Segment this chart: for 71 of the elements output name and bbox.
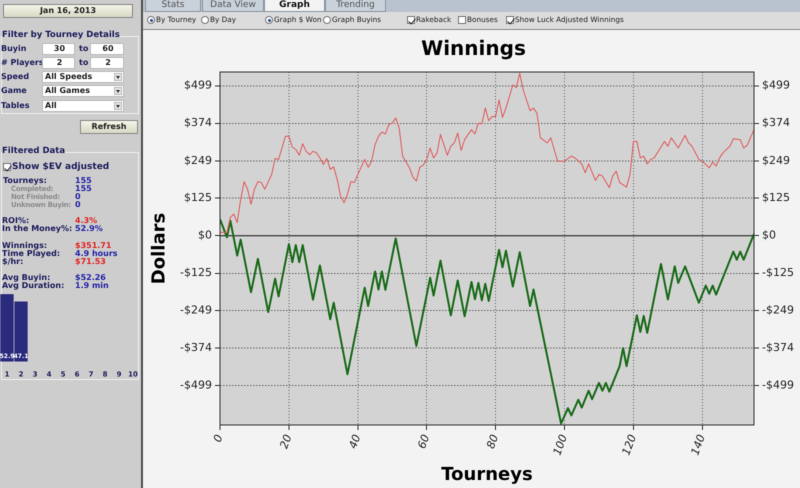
text: Avg Buyin: bbox=[2, 272, 50, 282]
x-tick-label: 20 bbox=[277, 432, 294, 450]
text: 155 bbox=[75, 175, 92, 185]
dropdown: All Games bbox=[42, 85, 124, 98]
tab: Data View bbox=[202, 0, 264, 12]
tab: Graph bbox=[264, 0, 325, 12]
x-tick-label: 80 bbox=[484, 432, 502, 450]
y-tick-label: $499 bbox=[184, 78, 212, 92]
text: $52.26 bbox=[75, 272, 106, 282]
text: 4.9 hours bbox=[75, 248, 118, 258]
text: Show $EV adjusted bbox=[12, 161, 110, 174]
y-tick-label: $249 bbox=[184, 154, 212, 167]
x-axis-title: Tourneys bbox=[441, 464, 533, 485]
y-tick-label: -$125 bbox=[180, 266, 212, 280]
text: 4.3% bbox=[75, 215, 98, 225]
y-tick-label: $125 bbox=[184, 191, 212, 204]
text: 155 bbox=[75, 184, 92, 193]
text: ROI%: bbox=[2, 215, 30, 225]
text: Avg Duration: bbox=[2, 281, 64, 292]
y2-tick-label: $125 bbox=[762, 191, 790, 204]
x-tick-label: 40 bbox=[346, 432, 364, 450]
text: $/hr: bbox=[2, 256, 24, 268]
text: Tables bbox=[1, 100, 30, 112]
text: to bbox=[79, 43, 88, 56]
y2-tick-label: -$499 bbox=[762, 378, 794, 392]
text-field: 30 bbox=[42, 43, 75, 56]
y2-tick-label: $249 bbox=[762, 154, 790, 167]
text-field: 2 bbox=[90, 57, 124, 70]
text: Filtered Data bbox=[2, 145, 66, 158]
tab: Trending bbox=[325, 0, 386, 12]
y-tick-label: -$249 bbox=[180, 303, 212, 316]
chart-title: Winnings bbox=[421, 36, 526, 60]
y2-tick-label: -$249 bbox=[762, 303, 794, 316]
y-tick-label: -$499 bbox=[180, 378, 212, 392]
y2-tick-label: -$125 bbox=[762, 266, 794, 280]
text: Tourneys: bbox=[3, 175, 47, 186]
y2-tick-label: -$374 bbox=[762, 340, 794, 354]
text: Game bbox=[1, 85, 27, 98]
text-field: 2 bbox=[42, 57, 75, 70]
y2-tick-label: $374 bbox=[762, 116, 790, 130]
x-tick-label: 0 bbox=[210, 432, 226, 444]
text: 52.9% bbox=[75, 224, 103, 236]
text: 0 bbox=[75, 192, 81, 201]
text: Filter by Tourney Details bbox=[2, 29, 120, 41]
text: to bbox=[79, 57, 88, 70]
y-tick-label: -$374 bbox=[180, 340, 212, 354]
text: Speed bbox=[1, 71, 30, 84]
dropdown: All bbox=[42, 100, 124, 112]
text: # Players bbox=[1, 57, 44, 70]
text: 0 bbox=[75, 200, 81, 211]
text: 1.9 min bbox=[75, 281, 109, 292]
x-tick-label: 100 bbox=[550, 432, 570, 457]
text: Buyin bbox=[1, 43, 26, 56]
text: In the Money%: bbox=[2, 224, 72, 236]
text-field: 60 bbox=[90, 43, 124, 56]
text: $71.53 bbox=[75, 256, 106, 268]
button: Refresh bbox=[80, 120, 138, 134]
text: Winnings: bbox=[2, 240, 48, 250]
dropdown: All Speeds bbox=[42, 71, 124, 84]
x-tick-label: 140 bbox=[688, 432, 708, 457]
x-tick-label: 60 bbox=[415, 432, 432, 450]
x-tick-label: 120 bbox=[620, 432, 639, 457]
y-axis-title: Dollars bbox=[148, 212, 170, 284]
y-tick-label: $374 bbox=[184, 116, 212, 130]
y2-tick-label: $499 bbox=[762, 78, 790, 92]
button: Jan 16, 2013 bbox=[3, 4, 133, 18]
text: Time Played: bbox=[2, 248, 60, 258]
tab: Stats bbox=[145, 0, 201, 12]
y-tick-label: $0 bbox=[198, 228, 212, 242]
y2-tick-label: $0 bbox=[762, 228, 776, 242]
text: $351.71 bbox=[75, 240, 112, 250]
